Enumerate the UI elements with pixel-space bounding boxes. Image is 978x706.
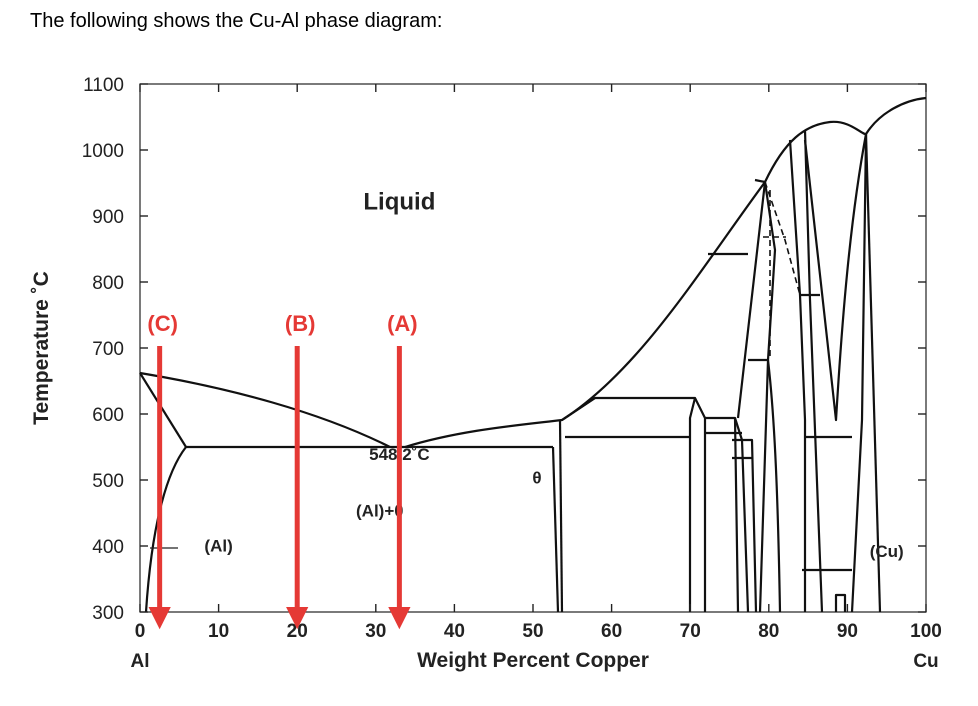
x-axis-label: Weight Percent Copper: [417, 649, 649, 672]
x-tick-label: 100: [910, 621, 942, 642]
composition-label: (C): [147, 311, 178, 336]
x-tick-label: 80: [758, 621, 779, 642]
x-tick-label: 50: [522, 621, 543, 642]
x-tick-label: 20: [287, 621, 308, 642]
al-solidus: [139, 372, 187, 448]
x-end-label-cu: Cu: [913, 651, 938, 672]
question-heading: The following shows the Cu-Al phase diag…: [30, 10, 443, 32]
y-tick-label: 700: [92, 339, 124, 360]
composition-arrows: (A) (B) (C): [147, 311, 418, 630]
y-tick-label: 300: [92, 603, 124, 624]
region-label: θ: [532, 468, 541, 487]
region-label: (Al)+θ: [356, 501, 403, 520]
composition-label: (B): [285, 311, 316, 336]
y-tick-label: 1000: [82, 141, 124, 162]
cu-side-line-1: [788, 139, 807, 612]
cu-solvus: [864, 133, 882, 613]
x-end-label-al: Al: [131, 651, 150, 672]
x-tick-label: 10: [208, 621, 229, 642]
x-tick-label: 0: [135, 621, 146, 642]
y-tick-label: 1100: [83, 75, 124, 96]
x-tick-labels: 0 10 20 30 40 50 60 70 80 90 100: [135, 621, 942, 642]
region-label: (Al): [204, 536, 232, 555]
y-tick-label: 600: [92, 405, 124, 426]
y-axis-label: Temperature ˚C: [30, 271, 53, 425]
theta-right: [558, 419, 564, 613]
intermetallic-region-e: [705, 416, 740, 613]
y-tick-label: 500: [92, 471, 124, 492]
cu-side-line-2: [803, 129, 824, 613]
intermetallic-region-c: [688, 397, 697, 612]
al-solvus: [144, 446, 187, 613]
region-labels: Liquid(Al)+θθ(Al)(Cu)548.2˚C: [204, 188, 903, 561]
intermetallic-region-h: [732, 438, 758, 613]
beta-region-right: [736, 178, 767, 419]
liquidus-al-side: [139, 371, 391, 448]
cu-side-line-7: [834, 593, 847, 612]
beta-region-x: [758, 181, 777, 613]
y-tick-label: 800: [92, 273, 124, 294]
intermetallic-region-b: [561, 397, 596, 421]
y-tick-label: 900: [92, 207, 124, 228]
axis-ticks: [139, 83, 927, 613]
x-tick-label: 30: [365, 621, 386, 642]
theta-left: [551, 446, 560, 613]
region-label: (Cu): [870, 542, 904, 561]
intermetallic-region-a: [561, 396, 707, 612]
dashed-boundaries: [763, 181, 801, 360]
x-tick-label: 40: [444, 621, 465, 642]
cu-side-line-4: [803, 132, 868, 613]
beta-region-y: [766, 359, 782, 613]
y-tick-label: 400: [92, 537, 124, 558]
x-tick-label: 60: [601, 621, 622, 642]
region-label: Liquid: [363, 188, 435, 215]
x-tick-label: 70: [680, 621, 701, 642]
phase-boundaries: [139, 96, 927, 613]
x-tick-label: 90: [837, 621, 858, 642]
composition-label: (A): [387, 311, 418, 336]
y-tick-labels: 300 400 500 600 700 800 900 1000 1100: [82, 75, 124, 624]
